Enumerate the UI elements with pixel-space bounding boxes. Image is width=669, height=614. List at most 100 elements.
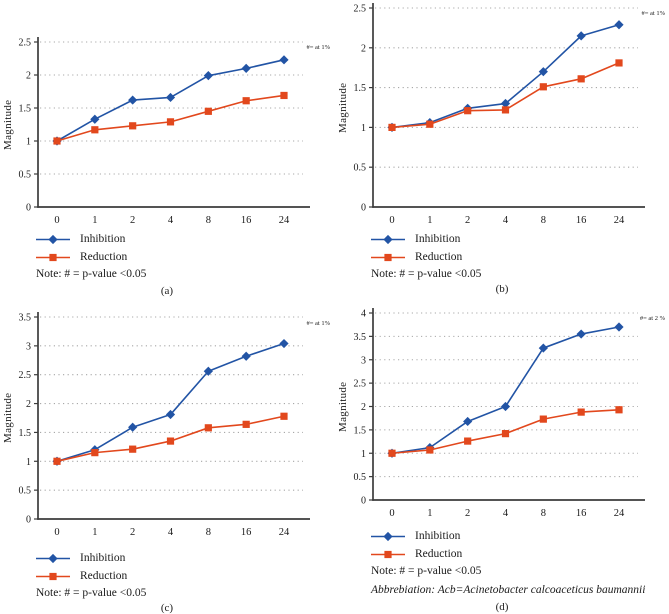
note-text: Note: # = p-value <0.05 — [371, 565, 482, 577]
svg-text:1: 1 — [92, 527, 97, 538]
svg-text:2.5: 2.5 — [354, 379, 367, 390]
legend-item-reduction: Reduction — [371, 248, 481, 266]
svg-text:1: 1 — [92, 215, 97, 226]
inhibition-diamond-icon — [36, 553, 70, 563]
significance-annotation: #= at 1% — [306, 320, 330, 327]
svg-text:0: 0 — [389, 215, 394, 226]
chart-b: 00.511.522.50 1 2 4 8 16 24 — [354, 3, 645, 226]
inhibition-diamond-icon — [36, 234, 70, 244]
y-axis-label: Magnitude — [2, 392, 14, 444]
chart-a: 00.511.522.50 1 2 4 8 16 24 — [19, 37, 310, 226]
svg-text:0.5: 0.5 — [354, 163, 367, 174]
legend-label: Inhibition — [80, 233, 126, 245]
significance-annotation: #= at 2 % — [639, 315, 665, 322]
svg-text:2: 2 — [130, 215, 135, 226]
legend-label: Inhibition — [80, 552, 126, 564]
panel-d: 0 0.5 1 1.5 2 2.5 3 3.5 4 0 1 2 4 8 16 24 Magnitude #= … — [335, 307, 669, 614]
reduction-square-icon — [36, 572, 70, 580]
svg-text:0: 0 — [361, 496, 366, 507]
note-text: Note: # = p-value <0.05 — [371, 268, 482, 280]
legend: Inhibition Reduction Note: # = p-value <… — [36, 549, 146, 599]
svg-text:3.5: 3.5 — [19, 313, 32, 324]
svg-text:3: 3 — [26, 341, 31, 352]
panel-c: 0 0.5 1 1.5 2 2.5 3 3.5 0 1 2 4 8 16 24 Magnitude #= a… — [0, 307, 334, 614]
svg-text:2.5: 2.5 — [19, 370, 32, 381]
svg-text:0: 0 — [389, 508, 394, 519]
svg-text:0.5: 0.5 — [19, 486, 32, 497]
svg-text:2: 2 — [130, 527, 135, 538]
svg-text:3: 3 — [361, 355, 366, 366]
legend-label: Inhibition — [415, 530, 461, 542]
legend-label: Reduction — [80, 570, 128, 582]
panel-caption: (c) — [160, 602, 174, 614]
panel-a: 0 0.5 1 1.5 2 2.5 0 1 2 4 8 16 24 Magnitude #= at 1%… — [0, 0, 334, 307]
svg-text:1.5: 1.5 — [354, 425, 367, 436]
svg-text:24: 24 — [279, 215, 290, 226]
svg-text:8: 8 — [206, 215, 211, 226]
svg-text:0: 0 — [54, 527, 59, 538]
svg-text:2: 2 — [361, 43, 366, 54]
svg-text:2: 2 — [465, 508, 470, 519]
svg-text:2: 2 — [361, 402, 366, 413]
chart-c: 00.511.522.533.50 1 2 4 8 16 24 — [19, 312, 310, 538]
svg-text:16: 16 — [241, 215, 252, 226]
svg-text:0.5: 0.5 — [354, 472, 367, 483]
legend-label: Reduction — [415, 251, 463, 263]
reduction-square-icon — [371, 253, 405, 261]
svg-text:1: 1 — [427, 215, 432, 226]
inhibition-diamond-icon — [371, 531, 405, 541]
svg-text:1: 1 — [26, 137, 31, 148]
chart-d: 00.511.522.533.540 1 2 4 8 16 24 — [354, 308, 645, 519]
legend-label: Inhibition — [415, 233, 461, 245]
svg-text:8: 8 — [206, 527, 211, 538]
inhibition-diamond-icon — [371, 234, 405, 244]
note-text: Note: # = p-value <0.05 — [36, 587, 147, 599]
svg-text:16: 16 — [576, 508, 587, 519]
svg-text:24: 24 — [279, 527, 290, 538]
svg-text:0: 0 — [26, 203, 31, 214]
svg-text:0: 0 — [361, 203, 366, 214]
svg-text:0: 0 — [54, 215, 59, 226]
legend-label: Reduction — [415, 548, 463, 560]
y-axis-label: Magnitude — [337, 381, 349, 432]
svg-text:0: 0 — [26, 515, 31, 526]
legend: Inhibition Reduction Note: # = p-value <… — [371, 230, 481, 280]
panel-caption: (d) — [495, 601, 509, 613]
legend-label: Reduction — [80, 251, 128, 263]
legend: Inhibition Reduction Note: # = p-value <… — [371, 527, 645, 596]
svg-text:8: 8 — [541, 215, 546, 226]
legend-item-reduction: Reduction — [36, 567, 146, 585]
legend-item-inhibition: Inhibition — [36, 549, 146, 567]
svg-text:4: 4 — [168, 215, 174, 226]
panel-caption: (a) — [160, 285, 174, 297]
svg-text:3.5: 3.5 — [354, 332, 367, 343]
svg-text:2.5: 2.5 — [19, 38, 32, 49]
svg-text:24: 24 — [614, 215, 625, 226]
svg-text:1: 1 — [361, 449, 366, 460]
svg-text:24: 24 — [614, 508, 625, 519]
svg-text:4: 4 — [168, 527, 174, 538]
svg-text:2: 2 — [26, 71, 31, 82]
legend: Inhibition Reduction Note: # = p-value <… — [36, 230, 146, 280]
legend-item-inhibition: Inhibition — [36, 230, 146, 248]
svg-text:4: 4 — [361, 309, 366, 320]
svg-text:2: 2 — [465, 215, 470, 226]
svg-text:8: 8 — [541, 508, 546, 519]
legend-item-reduction: Reduction — [36, 248, 146, 266]
svg-text:1.5: 1.5 — [19, 428, 32, 439]
svg-text:1: 1 — [361, 123, 366, 134]
svg-text:2.5: 2.5 — [354, 4, 367, 15]
svg-text:16: 16 — [576, 215, 587, 226]
svg-text:4: 4 — [503, 508, 509, 519]
panel-caption: (b) — [495, 283, 509, 295]
svg-text:0.5: 0.5 — [19, 170, 32, 181]
svg-text:1.5: 1.5 — [19, 104, 32, 115]
y-axis-label: Magnitude — [2, 99, 14, 150]
significance-annotation: #= at 1% — [641, 10, 665, 17]
abbreviation-text: Abbrebiation: Acb=Acinetobacter calcoace… — [371, 584, 646, 596]
svg-text:1: 1 — [26, 457, 31, 468]
legend-item-reduction: Reduction — [371, 545, 645, 563]
svg-text:2: 2 — [26, 399, 31, 410]
svg-text:1.5: 1.5 — [354, 83, 367, 94]
